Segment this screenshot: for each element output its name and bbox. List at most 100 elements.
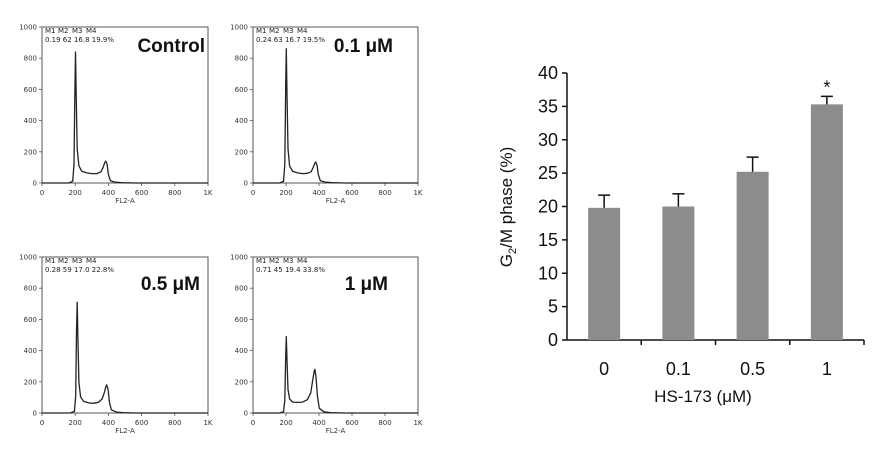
bar-y-tick-label: 15 [538,230,558,250]
gate-values: 0.24 63 16.7 19.5% [256,36,325,44]
x-tick-label: 1K [413,189,422,197]
bar-y-tick-label: 35 [538,96,558,116]
x-tick-label: 600 [345,419,358,427]
significance-marker: * [823,77,830,97]
y-tick-label: 0 [244,410,248,418]
y-tick-label: 800 [24,55,37,63]
y-tick-label: 1000 [230,254,248,262]
gate-name: M4 [297,27,308,35]
histogram-frame [252,256,419,414]
y-tick-label: 400 [235,347,248,355]
x-tick-label: 1K [413,419,422,427]
gate-name: M2 [269,27,280,35]
histogram-curve [253,48,418,184]
treatment-label: 0.1 μM [334,36,393,57]
y-tick-label: 0 [33,410,37,418]
y-label-g: G [497,254,516,267]
bar-x-tick-label: 0.5 [740,359,765,379]
bar-y-tick-label: 10 [538,263,558,283]
x-tick-label: 800 [378,419,391,427]
y-label-rest: /M phase (%) [497,147,516,248]
treatment-label: 0.5 μM [141,274,200,295]
x-tick-label: 400 [102,419,115,427]
y-tick-label: 0 [244,180,248,188]
bar [588,207,621,340]
gate-name: M4 [86,257,97,265]
bar-x-tick-label: 0 [599,359,609,379]
gate-values: 0.19 62 16.8 19.9% [45,36,114,44]
bar-y-tick-label: 30 [538,130,558,150]
treatment-label: 1 μM [345,274,388,295]
x-tick-label: 600 [135,189,148,197]
y-tick-label: 800 [235,285,248,293]
bar [736,171,769,340]
gate-name: M2 [58,27,69,35]
x-tick-label: 400 [102,189,115,197]
gate-name: M1 [45,27,56,35]
gate-name: M3 [283,27,294,35]
x-tick-label: 800 [168,419,181,427]
y-tick-label: 400 [24,117,37,125]
x-tick-label: 0 [40,189,44,197]
histogram-x-label: FL2-A [326,427,346,435]
x-tick-label: 0 [251,419,255,427]
x-tick-label: 200 [279,189,292,197]
histogram-curve [253,335,418,414]
bar [810,104,843,340]
y-tick-label: 600 [24,316,37,324]
treatment-label: Control [137,36,205,57]
y-tick-label: 1000 [19,24,37,32]
histogram-curve [42,301,208,414]
bar [662,206,695,340]
bar-y-tick-label: 25 [538,163,558,183]
bar-y-tick-label: 40 [538,63,558,83]
y-tick-label: 1000 [230,24,248,32]
y-tick-label: 0 [33,180,37,188]
gate-name: M1 [256,27,267,35]
histogram-curve [42,51,208,184]
y-tick-label: 200 [235,378,248,386]
histogram-x-label: FL2-A [326,197,346,205]
y-tick-label: 400 [235,117,248,125]
gate-name: M3 [283,257,294,265]
gate-name: M3 [72,257,83,265]
bar-x-axis-label: HS-173 (μM) [654,387,752,406]
bar-y-tick-label: 0 [548,330,558,350]
bar-y-tick-label: 20 [538,197,558,217]
x-tick-label: 400 [312,189,325,197]
gate-name: M1 [256,257,267,265]
gate-name: M2 [269,257,280,265]
y-tick-label: 400 [24,347,37,355]
y-tick-label: 600 [24,86,37,94]
x-tick-label: 600 [345,189,358,197]
histogram-x-label: FL2-A [115,427,135,435]
y-tick-label: 600 [235,316,248,324]
x-tick-label: 200 [279,419,292,427]
bar-x-tick-label: 1 [822,359,832,379]
x-tick-label: 1K [203,419,212,427]
y-tick-label: 800 [24,285,37,293]
gate-values: 0.28 59 17.0 22.8% [45,266,114,274]
y-tick-label: 600 [235,86,248,94]
gate-name: M3 [72,27,83,35]
x-tick-label: 200 [69,189,82,197]
x-tick-label: 0 [40,419,44,427]
x-tick-label: 1K [203,189,212,197]
bar-x-tick-label: 0.1 [666,359,691,379]
x-tick-label: 600 [135,419,148,427]
y-tick-label: 1000 [19,254,37,262]
x-tick-label: 800 [168,189,181,197]
gate-name: M4 [297,257,308,265]
gate-name: M2 [58,257,69,265]
x-tick-label: 400 [312,419,325,427]
gate-name: M4 [86,27,97,35]
histogram-x-label: FL2-A [115,197,135,205]
bar-y-tick-label: 5 [548,297,558,317]
bar-chart: G2/M phase (%) HS-173 (μM) 0510152025303… [497,63,865,406]
